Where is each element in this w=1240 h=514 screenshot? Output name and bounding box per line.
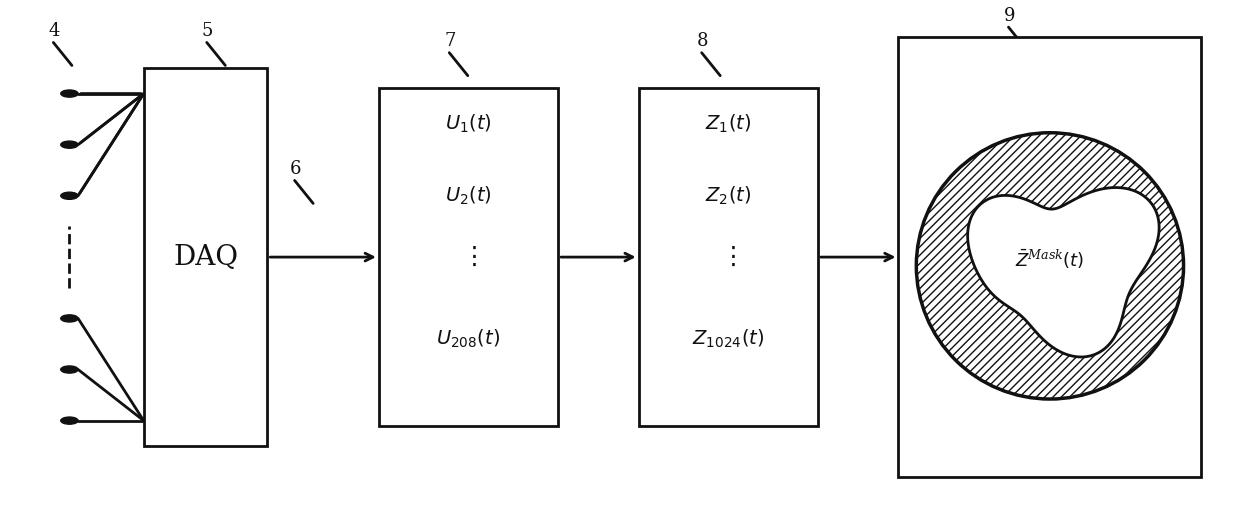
Text: $Z_1(t)$: $Z_1(t)$: [706, 113, 751, 135]
Text: $Z_2(t)$: $Z_2(t)$: [706, 185, 751, 207]
Text: $\vdots$: $\vdots$: [720, 246, 737, 269]
Text: $\bar{Z}^{\mathregular{Mask}}(t)$: $\bar{Z}^{\mathregular{Mask}}(t)$: [1016, 248, 1085, 271]
Bar: [639, 88, 818, 426]
Circle shape: [61, 366, 78, 373]
Text: 5: 5: [202, 22, 213, 40]
Text: 6: 6: [290, 160, 301, 178]
Text: DAQ: DAQ: [174, 244, 238, 270]
Circle shape: [61, 90, 78, 97]
Circle shape: [61, 141, 78, 148]
Text: $U_2(t)$: $U_2(t)$: [445, 185, 492, 207]
Text: 7: 7: [444, 32, 455, 50]
Text: 9: 9: [1003, 7, 1016, 25]
Bar: [898, 38, 1202, 477]
PathPatch shape: [967, 188, 1159, 357]
Circle shape: [61, 417, 78, 424]
Text: $Z_{1024}(t)$: $Z_{1024}(t)$: [692, 328, 764, 350]
Circle shape: [61, 192, 78, 199]
Ellipse shape: [916, 133, 1183, 399]
Text: 4: 4: [48, 22, 60, 40]
Text: $U_1(t)$: $U_1(t)$: [445, 113, 492, 135]
Text: $U_{208}(t)$: $U_{208}(t)$: [436, 328, 501, 350]
Text: 8: 8: [697, 32, 708, 50]
Text: $\vdots$: $\vdots$: [460, 246, 476, 269]
Bar: [378, 88, 558, 426]
Bar: [144, 68, 268, 446]
Circle shape: [61, 315, 78, 322]
